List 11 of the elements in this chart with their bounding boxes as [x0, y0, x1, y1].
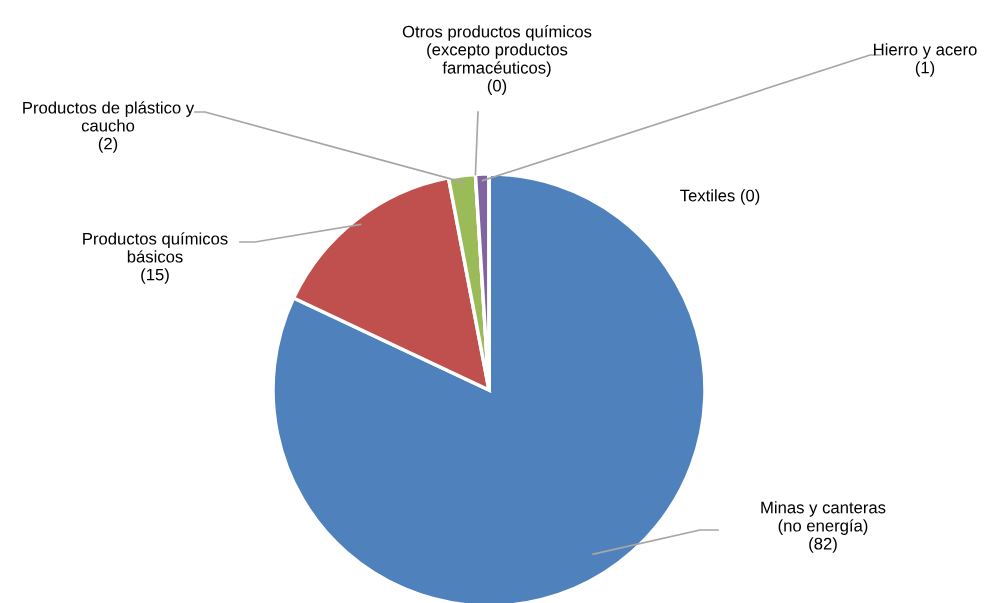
slice-label: Productos químicos básicos — [83, 232, 228, 263]
data-label: (2) — [98, 137, 118, 153]
category-label: Textiles (0) — [680, 189, 760, 205]
category-label: Otros productos químicos (excepto productos farmacéuticos) — [402, 25, 592, 77]
slice-label: Hierro y acero — [874, 43, 977, 59]
slice-label: Productos de plástico y caucho — [23, 101, 195, 132]
data-label: (1) — [915, 61, 935, 77]
text: (0) — [487, 79, 507, 95]
data-label: (15) — [141, 268, 169, 284]
data-label: (82) — [809, 537, 837, 553]
slice-label: Minas y canteras (no energía) — [761, 501, 886, 535]
